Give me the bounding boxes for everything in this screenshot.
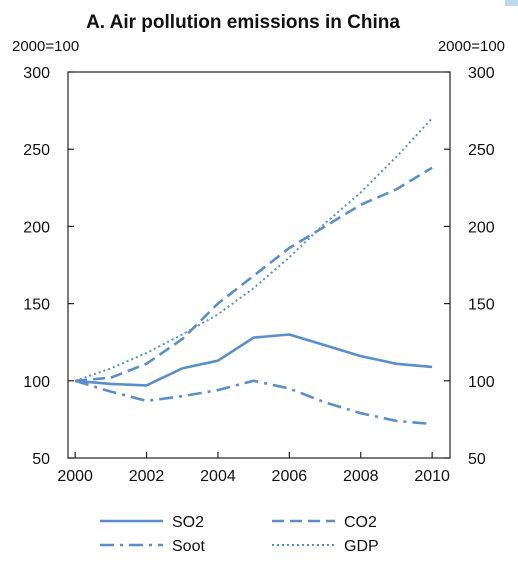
y-tick-label-left: 300	[23, 65, 50, 82]
plot-frame	[67, 71, 451, 459]
x-tick-label: 2010	[414, 468, 450, 485]
x-tick-label: 2004	[200, 468, 236, 485]
legend-label-soot: Soot	[172, 538, 205, 555]
y-tick-label-left: 50	[32, 451, 50, 468]
y-tick-label-right: 50	[468, 451, 486, 468]
legend-label-co2: CO2	[344, 514, 377, 531]
y-tick-label-left: 200	[23, 219, 50, 236]
legend-label-gdp: GDP	[344, 538, 379, 555]
series-line-gdp	[74, 117, 433, 382]
chart-title: A. Air pollution emissions in China	[86, 12, 400, 33]
y-tick-label-right: 300	[468, 65, 495, 82]
y-tick-label-right: 150	[468, 297, 495, 314]
corner-decoration	[505, 0, 518, 6]
y-axis-label-left: 2000=100	[12, 38, 79, 55]
x-tick-label: 2000	[57, 468, 93, 485]
series-line-so2	[74, 333, 433, 387]
y-tick-label-right: 200	[468, 219, 495, 236]
y-tick-label-right: 100	[468, 374, 495, 391]
x-tick-label: 2006	[272, 468, 308, 485]
y-tick-label-left: 250	[23, 142, 50, 159]
series-line-co2	[74, 166, 433, 383]
series-line-soot	[74, 379, 433, 426]
y-tick-label-left: 100	[23, 374, 50, 391]
x-tick-label: 2008	[343, 468, 379, 485]
y-tick-label-left: 150	[23, 297, 50, 314]
legend-label-so2: SO2	[172, 514, 204, 531]
y-axis-label-right: 2000=100	[438, 38, 505, 55]
y-tick-label-right: 250	[468, 142, 495, 159]
x-tick-label: 2002	[129, 468, 165, 485]
